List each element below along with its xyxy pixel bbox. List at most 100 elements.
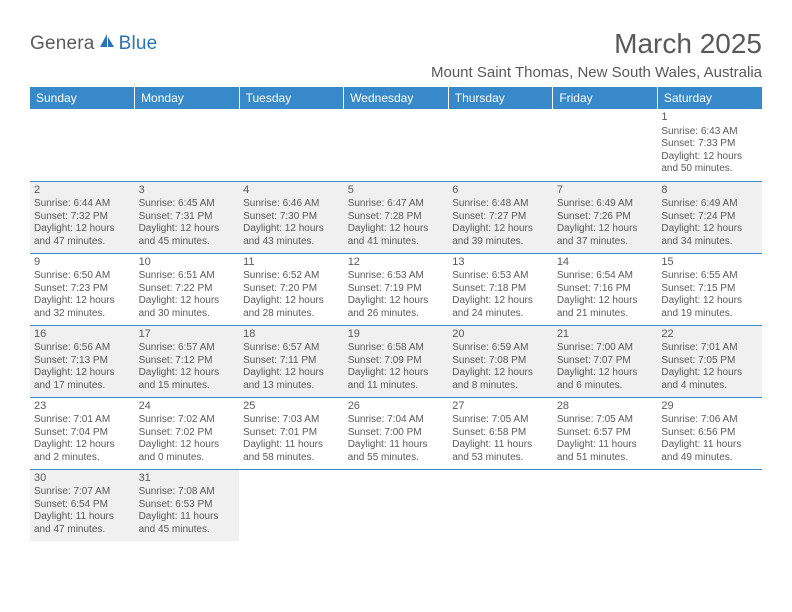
calendar-cell bbox=[344, 109, 449, 181]
sunset-line: Sunset: 7:11 PM bbox=[243, 355, 340, 368]
daylight-line: Daylight: 12 hours and 43 minutes. bbox=[243, 223, 340, 248]
calendar-cell: 8Sunrise: 6:49 AMSunset: 7:24 PMDaylight… bbox=[657, 181, 762, 253]
calendar-cell: 25Sunrise: 7:03 AMSunset: 7:01 PMDayligh… bbox=[239, 397, 344, 469]
sunset-line: Sunset: 7:19 PM bbox=[348, 283, 445, 296]
day-header: Thursday bbox=[448, 87, 553, 109]
sunset-line: Sunset: 7:30 PM bbox=[243, 211, 340, 224]
sunset-line: Sunset: 7:15 PM bbox=[661, 283, 758, 296]
day-number: 25 bbox=[243, 400, 340, 414]
day-number: 7 bbox=[557, 184, 654, 198]
day-number: 1 bbox=[661, 111, 758, 125]
calendar-cell bbox=[239, 469, 344, 541]
daylight-line: Daylight: 12 hours and 8 minutes. bbox=[452, 367, 549, 392]
sunrise-line: Sunrise: 6:46 AM bbox=[243, 198, 340, 211]
daylight-line: Daylight: 12 hours and 17 minutes. bbox=[34, 367, 131, 392]
sunset-line: Sunset: 7:28 PM bbox=[348, 211, 445, 224]
day-header: Friday bbox=[553, 87, 658, 109]
day-number: 12 bbox=[348, 256, 445, 270]
calendar-row: 1Sunrise: 6:43 AMSunset: 7:33 PMDaylight… bbox=[30, 109, 762, 181]
sunset-line: Sunset: 7:00 PM bbox=[348, 427, 445, 440]
daylight-line: Daylight: 11 hours and 53 minutes. bbox=[452, 439, 549, 464]
calendar-cell bbox=[448, 109, 553, 181]
sunrise-line: Sunrise: 6:47 AM bbox=[348, 198, 445, 211]
sunrise-line: Sunrise: 6:55 AM bbox=[661, 270, 758, 283]
daylight-line: Daylight: 11 hours and 47 minutes. bbox=[34, 511, 131, 536]
sunset-line: Sunset: 7:09 PM bbox=[348, 355, 445, 368]
daylight-line: Daylight: 12 hours and 15 minutes. bbox=[139, 367, 236, 392]
sunset-line: Sunset: 7:04 PM bbox=[34, 427, 131, 440]
calendar-cell: 1Sunrise: 6:43 AMSunset: 7:33 PMDaylight… bbox=[657, 109, 762, 181]
daylight-line: Daylight: 12 hours and 6 minutes. bbox=[557, 367, 654, 392]
day-number: 27 bbox=[452, 400, 549, 414]
sunset-line: Sunset: 7:33 PM bbox=[661, 138, 758, 151]
day-number: 31 bbox=[139, 472, 236, 486]
daylight-line: Daylight: 12 hours and 41 minutes. bbox=[348, 223, 445, 248]
sunset-line: Sunset: 7:12 PM bbox=[139, 355, 236, 368]
day-number: 2 bbox=[34, 184, 131, 198]
daylight-line: Daylight: 12 hours and 28 minutes. bbox=[243, 295, 340, 320]
calendar-cell: 4Sunrise: 6:46 AMSunset: 7:30 PMDaylight… bbox=[239, 181, 344, 253]
sunrise-line: Sunrise: 6:59 AM bbox=[452, 342, 549, 355]
sunrise-line: Sunrise: 6:51 AM bbox=[139, 270, 236, 283]
logo: Genera Blue bbox=[30, 28, 157, 55]
sunset-line: Sunset: 7:07 PM bbox=[557, 355, 654, 368]
calendar-cell bbox=[344, 469, 449, 541]
calendar-row: 9Sunrise: 6:50 AMSunset: 7:23 PMDaylight… bbox=[30, 253, 762, 325]
sunset-line: Sunset: 7:01 PM bbox=[243, 427, 340, 440]
sunrise-line: Sunrise: 7:01 AM bbox=[34, 414, 131, 427]
sunrise-line: Sunrise: 7:04 AM bbox=[348, 414, 445, 427]
header: Genera Blue March 2025 Mount Saint Thoma… bbox=[30, 28, 762, 81]
day-number: 8 bbox=[661, 184, 758, 198]
sunrise-line: Sunrise: 6:57 AM bbox=[243, 342, 340, 355]
daylight-line: Daylight: 11 hours and 45 minutes. bbox=[139, 511, 236, 536]
calendar-table: SundayMondayTuesdayWednesdayThursdayFrid… bbox=[30, 87, 762, 541]
logo-sail-icon bbox=[98, 32, 116, 55]
day-number: 3 bbox=[139, 184, 236, 198]
calendar-cell: 20Sunrise: 6:59 AMSunset: 7:08 PMDayligh… bbox=[448, 325, 553, 397]
sunset-line: Sunset: 7:31 PM bbox=[139, 211, 236, 224]
calendar-cell: 17Sunrise: 6:57 AMSunset: 7:12 PMDayligh… bbox=[135, 325, 240, 397]
daylight-line: Daylight: 11 hours and 49 minutes. bbox=[661, 439, 758, 464]
calendar-cell: 21Sunrise: 7:00 AMSunset: 7:07 PMDayligh… bbox=[553, 325, 658, 397]
calendar-cell bbox=[448, 469, 553, 541]
daylight-line: Daylight: 12 hours and 37 minutes. bbox=[557, 223, 654, 248]
day-number: 16 bbox=[34, 328, 131, 342]
day-number: 18 bbox=[243, 328, 340, 342]
calendar-cell: 6Sunrise: 6:48 AMSunset: 7:27 PMDaylight… bbox=[448, 181, 553, 253]
calendar-cell: 22Sunrise: 7:01 AMSunset: 7:05 PMDayligh… bbox=[657, 325, 762, 397]
calendar-cell: 10Sunrise: 6:51 AMSunset: 7:22 PMDayligh… bbox=[135, 253, 240, 325]
calendar-cell: 27Sunrise: 7:05 AMSunset: 6:58 PMDayligh… bbox=[448, 397, 553, 469]
day-number: 13 bbox=[452, 256, 549, 270]
calendar-cell: 18Sunrise: 6:57 AMSunset: 7:11 PMDayligh… bbox=[239, 325, 344, 397]
sunset-line: Sunset: 7:26 PM bbox=[557, 211, 654, 224]
calendar-cell bbox=[30, 109, 135, 181]
daylight-line: Daylight: 12 hours and 21 minutes. bbox=[557, 295, 654, 320]
sunrise-line: Sunrise: 6:52 AM bbox=[243, 270, 340, 283]
calendar-row: 30Sunrise: 7:07 AMSunset: 6:54 PMDayligh… bbox=[30, 469, 762, 541]
sunrise-line: Sunrise: 6:48 AM bbox=[452, 198, 549, 211]
day-number: 24 bbox=[139, 400, 236, 414]
calendar-cell bbox=[553, 109, 658, 181]
calendar-cell: 24Sunrise: 7:02 AMSunset: 7:02 PMDayligh… bbox=[135, 397, 240, 469]
calendar-header-row: SundayMondayTuesdayWednesdayThursdayFrid… bbox=[30, 87, 762, 109]
day-number: 14 bbox=[557, 256, 654, 270]
calendar-row: 16Sunrise: 6:56 AMSunset: 7:13 PMDayligh… bbox=[30, 325, 762, 397]
daylight-line: Daylight: 12 hours and 24 minutes. bbox=[452, 295, 549, 320]
sunrise-line: Sunrise: 7:00 AM bbox=[557, 342, 654, 355]
sunrise-line: Sunrise: 6:56 AM bbox=[34, 342, 131, 355]
sunrise-line: Sunrise: 7:05 AM bbox=[452, 414, 549, 427]
day-number: 28 bbox=[557, 400, 654, 414]
sunrise-line: Sunrise: 6:49 AM bbox=[557, 198, 654, 211]
sunset-line: Sunset: 6:56 PM bbox=[661, 427, 758, 440]
sunrise-line: Sunrise: 6:45 AM bbox=[139, 198, 236, 211]
calendar-cell: 19Sunrise: 6:58 AMSunset: 7:09 PMDayligh… bbox=[344, 325, 449, 397]
calendar-cell: 2Sunrise: 6:44 AMSunset: 7:32 PMDaylight… bbox=[30, 181, 135, 253]
sunrise-line: Sunrise: 6:44 AM bbox=[34, 198, 131, 211]
daylight-line: Daylight: 12 hours and 34 minutes. bbox=[661, 223, 758, 248]
sunset-line: Sunset: 7:08 PM bbox=[452, 355, 549, 368]
calendar-cell: 12Sunrise: 6:53 AMSunset: 7:19 PMDayligh… bbox=[344, 253, 449, 325]
calendar-row: 2Sunrise: 6:44 AMSunset: 7:32 PMDaylight… bbox=[30, 181, 762, 253]
day-number: 6 bbox=[452, 184, 549, 198]
sunset-line: Sunset: 7:13 PM bbox=[34, 355, 131, 368]
calendar-cell bbox=[239, 109, 344, 181]
